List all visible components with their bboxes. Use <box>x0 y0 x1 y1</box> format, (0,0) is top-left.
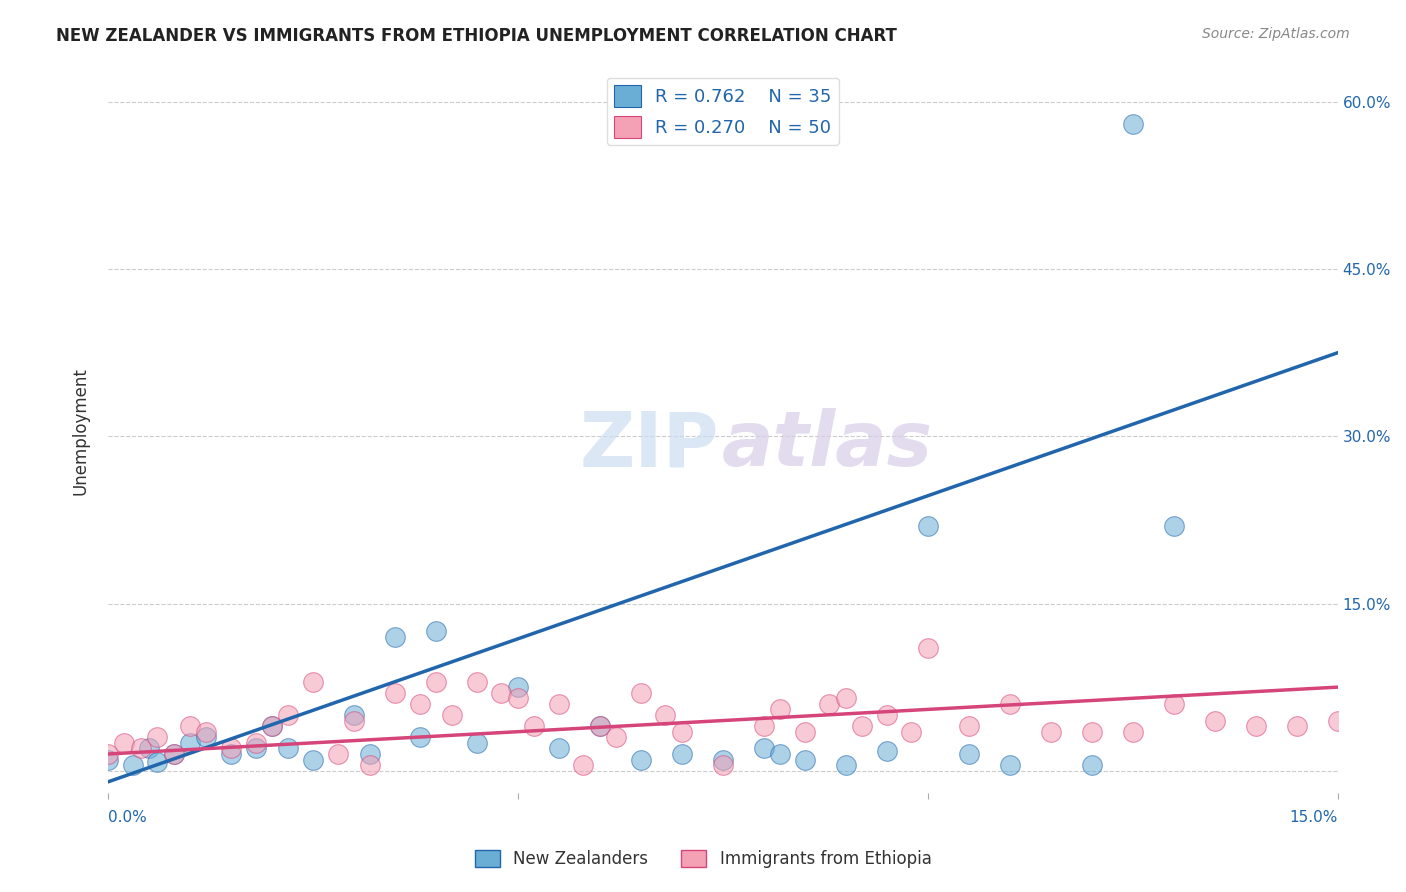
Point <box>1080 724 1102 739</box>
Point <box>465 736 488 750</box>
Point <box>162 747 184 761</box>
Text: 15.0%: 15.0% <box>1289 810 1337 825</box>
Point <box>752 741 775 756</box>
Point <box>326 747 349 761</box>
Point <box>343 714 366 728</box>
Point <box>195 724 218 739</box>
Point <box>465 674 488 689</box>
Point <box>162 747 184 761</box>
Point <box>277 708 299 723</box>
Point <box>547 697 569 711</box>
Point <box>441 708 464 723</box>
Point <box>711 753 734 767</box>
Point <box>277 741 299 756</box>
Legend: New Zealanders, Immigrants from Ethiopia: New Zealanders, Immigrants from Ethiopia <box>468 843 938 875</box>
Point <box>506 691 529 706</box>
Point <box>1080 758 1102 772</box>
Point <box>547 741 569 756</box>
Point <box>219 741 242 756</box>
Point <box>302 674 325 689</box>
Text: atlas: atlas <box>721 409 934 483</box>
Point <box>793 724 815 739</box>
Point <box>121 758 143 772</box>
Point <box>917 641 939 656</box>
Text: Source: ZipAtlas.com: Source: ZipAtlas.com <box>1202 27 1350 41</box>
Point <box>425 624 447 639</box>
Point <box>425 674 447 689</box>
Point <box>1122 724 1144 739</box>
Point <box>589 719 612 733</box>
Point <box>835 691 858 706</box>
Point <box>900 724 922 739</box>
Point <box>146 731 169 745</box>
Point <box>1039 724 1062 739</box>
Point <box>769 702 792 716</box>
Legend: R = 0.762    N = 35, R = 0.270    N = 50: R = 0.762 N = 35, R = 0.270 N = 50 <box>606 78 839 145</box>
Point <box>818 697 841 711</box>
Point <box>129 741 152 756</box>
Point <box>523 719 546 733</box>
Point <box>1163 697 1185 711</box>
Point <box>260 719 283 733</box>
Point <box>957 719 980 733</box>
Point <box>671 747 693 761</box>
Point <box>491 686 513 700</box>
Point <box>957 747 980 761</box>
Point <box>359 758 381 772</box>
Point <box>1122 117 1144 131</box>
Point <box>146 755 169 769</box>
Point <box>654 708 676 723</box>
Point <box>835 758 858 772</box>
Point <box>384 686 406 700</box>
Point <box>302 753 325 767</box>
Point <box>671 724 693 739</box>
Point <box>112 736 135 750</box>
Point <box>589 719 612 733</box>
Point <box>876 708 898 723</box>
Point <box>605 731 627 745</box>
Point <box>195 731 218 745</box>
Point <box>1326 714 1348 728</box>
Point <box>876 744 898 758</box>
Text: ZIP: ZIP <box>579 409 718 483</box>
Point <box>793 753 815 767</box>
Point <box>1204 714 1226 728</box>
Point <box>408 731 430 745</box>
Point <box>752 719 775 733</box>
Point <box>572 758 595 772</box>
Point <box>998 758 1021 772</box>
Point <box>245 736 267 750</box>
Point <box>219 747 242 761</box>
Point <box>769 747 792 761</box>
Point <box>506 680 529 694</box>
Text: NEW ZEALANDER VS IMMIGRANTS FROM ETHIOPIA UNEMPLOYMENT CORRELATION CHART: NEW ZEALANDER VS IMMIGRANTS FROM ETHIOPI… <box>56 27 897 45</box>
Point <box>245 741 267 756</box>
Point <box>138 741 160 756</box>
Point <box>179 719 201 733</box>
Point <box>630 686 652 700</box>
Y-axis label: Unemployment: Unemployment <box>72 367 89 495</box>
Point <box>384 630 406 644</box>
Point <box>179 736 201 750</box>
Point <box>1285 719 1308 733</box>
Point <box>998 697 1021 711</box>
Text: 0.0%: 0.0% <box>108 810 146 825</box>
Point <box>343 708 366 723</box>
Point <box>97 747 120 761</box>
Point <box>97 753 120 767</box>
Point <box>408 697 430 711</box>
Point <box>359 747 381 761</box>
Point <box>851 719 873 733</box>
Point <box>260 719 283 733</box>
Point <box>711 758 734 772</box>
Point <box>917 518 939 533</box>
Point <box>1163 518 1185 533</box>
Point <box>630 753 652 767</box>
Point <box>1244 719 1267 733</box>
